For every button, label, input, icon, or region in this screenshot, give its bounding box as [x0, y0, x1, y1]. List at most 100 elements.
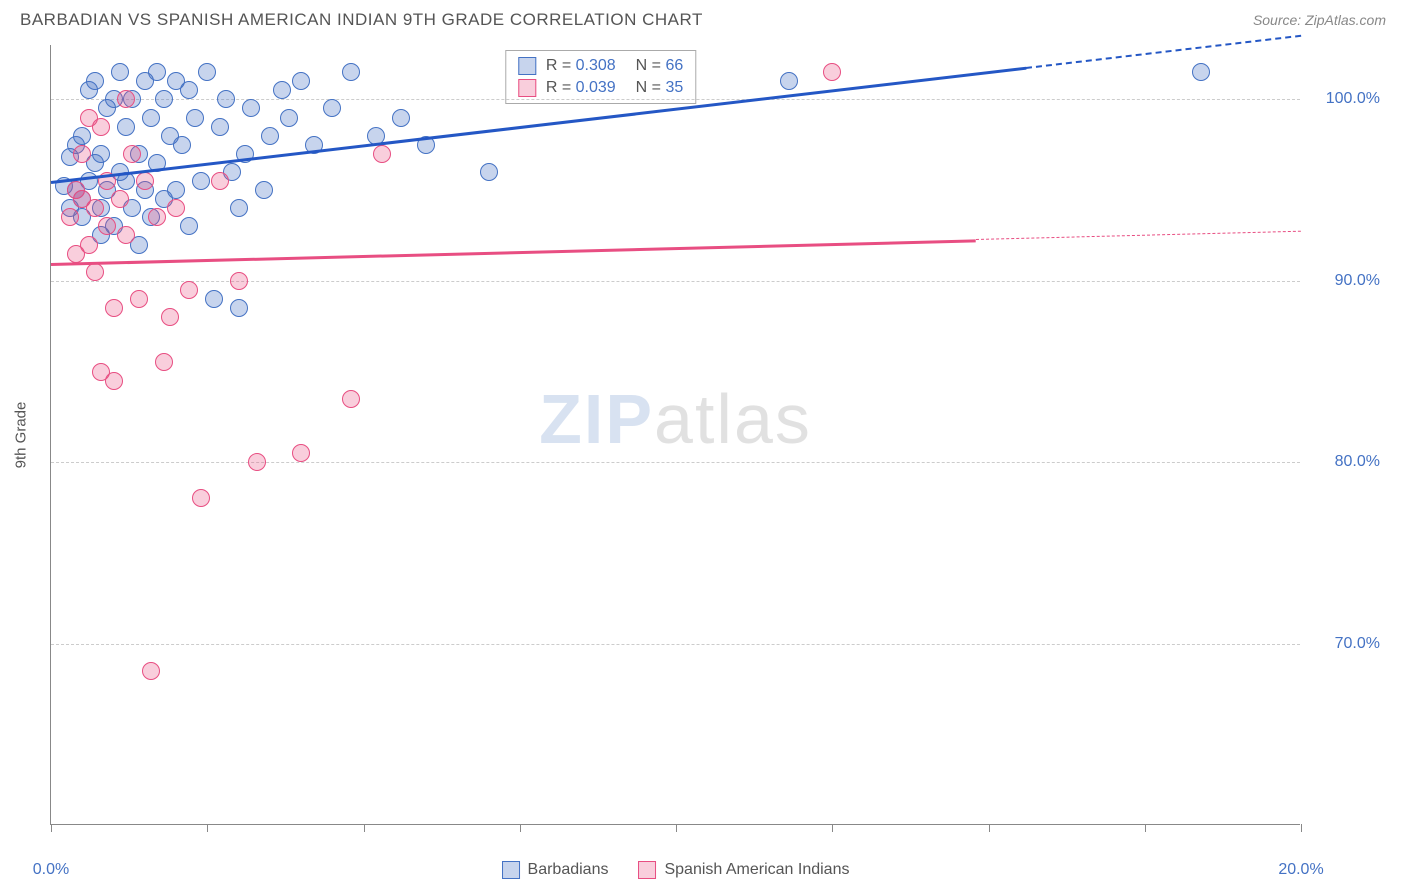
grid-line	[51, 644, 1300, 645]
scatter-point	[280, 109, 298, 127]
x-tick	[1145, 824, 1146, 832]
scatter-point	[155, 90, 173, 108]
scatter-point	[92, 145, 110, 163]
scatter-point	[86, 263, 104, 281]
chart-title: BARBADIAN VS SPANISH AMERICAN INDIAN 9TH…	[20, 10, 703, 30]
scatter-point	[248, 453, 266, 471]
stats-legend-row: R = 0.308 N = 66	[518, 55, 683, 77]
scatter-point	[173, 136, 191, 154]
scatter-point	[111, 63, 129, 81]
x-tick	[676, 824, 677, 832]
scatter-point	[261, 127, 279, 145]
x-tick	[520, 824, 521, 832]
bottom-legend: Barbadians Spanish American Indians	[502, 861, 850, 879]
legend-swatch	[638, 861, 656, 879]
chart-header: BARBADIAN VS SPANISH AMERICAN INDIAN 9TH…	[0, 0, 1406, 35]
watermark-atlas: atlas	[654, 380, 812, 458]
legend-swatch	[518, 57, 536, 75]
scatter-point	[117, 226, 135, 244]
scatter-point	[161, 308, 179, 326]
grid-line	[51, 462, 1300, 463]
scatter-point	[230, 272, 248, 290]
y-tick-label: 90.0%	[1310, 272, 1380, 290]
y-tick-label: 70.0%	[1310, 635, 1380, 653]
scatter-point	[92, 118, 110, 136]
scatter-point	[392, 109, 410, 127]
y-axis-label: 9th Grade	[13, 401, 30, 468]
scatter-point	[230, 199, 248, 217]
x-tick	[989, 824, 990, 832]
scatter-point	[342, 390, 360, 408]
scatter-point	[180, 81, 198, 99]
scatter-point	[198, 63, 216, 81]
scatter-point	[86, 72, 104, 90]
grid-line	[51, 99, 1300, 100]
y-tick-label: 100.0%	[1310, 90, 1380, 108]
scatter-point	[98, 217, 116, 235]
scatter-point	[230, 299, 248, 317]
scatter-point	[323, 99, 341, 117]
scatter-point	[117, 90, 135, 108]
scatter-point	[111, 190, 129, 208]
trend-line	[1026, 35, 1301, 69]
x-tick-label: 20.0%	[1278, 861, 1323, 879]
stats-legend-row: R = 0.039N = 35	[518, 77, 683, 99]
scatter-point	[136, 172, 154, 190]
x-tick-label: 0.0%	[33, 861, 69, 879]
scatter-point	[273, 81, 291, 99]
scatter-point	[1192, 63, 1210, 81]
scatter-point	[148, 208, 166, 226]
scatter-point	[255, 181, 273, 199]
scatter-point	[130, 290, 148, 308]
legend-swatch	[518, 79, 536, 97]
scatter-point	[86, 199, 104, 217]
scatter-point	[180, 217, 198, 235]
scatter-point	[342, 63, 360, 81]
source-label: Source: ZipAtlas.com	[1253, 12, 1386, 28]
scatter-point	[217, 90, 235, 108]
scatter-point	[73, 127, 91, 145]
scatter-point	[780, 72, 798, 90]
stat-n-label: N = 66	[636, 57, 684, 75]
scatter-point	[105, 372, 123, 390]
watermark: ZIPatlas	[539, 379, 812, 459]
legend-item: Spanish American Indians	[638, 861, 849, 879]
scatter-point	[180, 281, 198, 299]
x-tick	[1301, 824, 1302, 832]
scatter-point	[148, 63, 166, 81]
scatter-point	[61, 208, 79, 226]
scatter-point	[292, 444, 310, 462]
scatter-point	[142, 662, 160, 680]
scatter-point	[823, 63, 841, 81]
plot-area: ZIPatlas 9th Grade R = 0.308N = 66R = 0.…	[50, 45, 1300, 825]
x-tick	[364, 824, 365, 832]
scatter-point	[117, 118, 135, 136]
legend-label: Spanish American Indians	[664, 861, 849, 879]
y-tick-label: 80.0%	[1310, 453, 1380, 471]
scatter-point	[211, 172, 229, 190]
legend-item: Barbadians	[502, 861, 609, 879]
scatter-point	[242, 99, 260, 117]
x-tick	[51, 824, 52, 832]
scatter-point	[142, 109, 160, 127]
scatter-point	[480, 163, 498, 181]
chart-container: ZIPatlas 9th Grade R = 0.308N = 66R = 0.…	[50, 45, 1300, 825]
scatter-point	[167, 199, 185, 217]
scatter-point	[292, 72, 310, 90]
stat-r-label: R = 0.039	[546, 79, 616, 97]
scatter-point	[186, 109, 204, 127]
x-tick	[207, 824, 208, 832]
scatter-point	[192, 172, 210, 190]
scatter-point	[80, 236, 98, 254]
scatter-point	[73, 145, 91, 163]
scatter-point	[123, 145, 141, 163]
stat-r-label: R = 0.308	[546, 57, 616, 75]
watermark-zip: ZIP	[539, 380, 654, 458]
scatter-point	[105, 299, 123, 317]
legend-swatch	[502, 861, 520, 879]
scatter-point	[211, 118, 229, 136]
scatter-point	[373, 145, 391, 163]
scatter-point	[192, 489, 210, 507]
stats-legend: R = 0.308 N = 66 R = 0.039N = 35	[505, 50, 696, 104]
scatter-point	[155, 353, 173, 371]
